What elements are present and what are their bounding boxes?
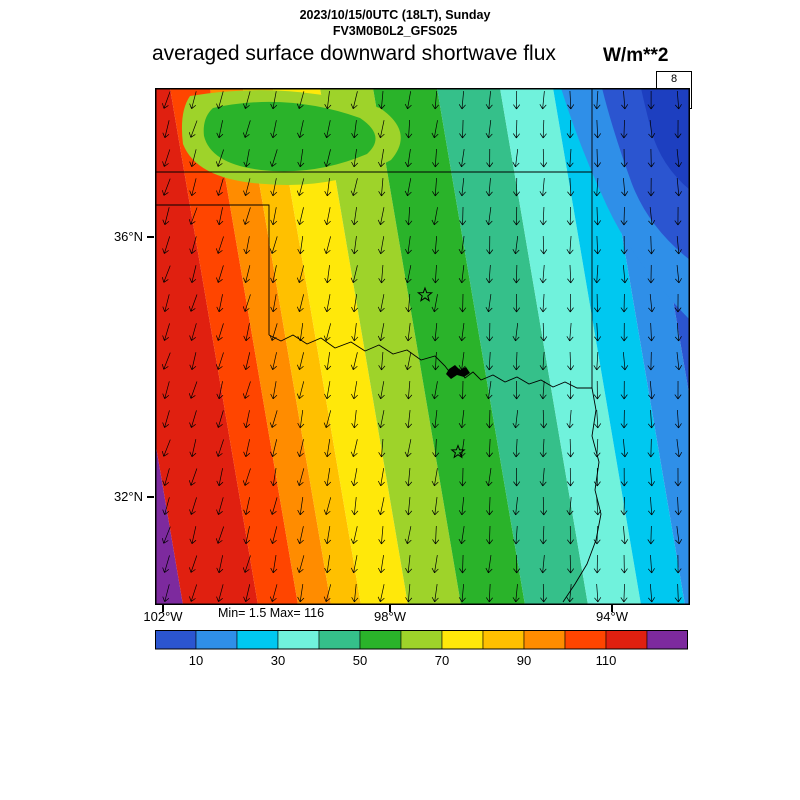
star-marker — [450, 444, 466, 459]
colorbar-tick-label: 50 — [352, 653, 368, 668]
colorbar-tick-label: 110 — [595, 653, 617, 668]
wind-arrows — [161, 90, 683, 603]
star-marker — [416, 286, 434, 302]
lake-shape — [446, 365, 470, 379]
lon-axis-label: 102°W — [143, 609, 183, 624]
lat-tick-mark — [147, 496, 154, 498]
colorbar-tick-label: 70 — [434, 653, 450, 668]
lon-tick-mark — [611, 605, 613, 612]
min-max-stats: Min= 1.5 Max= 116 — [218, 606, 325, 620]
reference-vector-value: 8 — [670, 73, 678, 85]
lon-tick-mark — [162, 605, 164, 612]
state-borders — [155, 88, 602, 603]
colorbar — [155, 630, 688, 650]
lat-tick-mark — [147, 236, 154, 238]
units-label: W/m**2 — [603, 45, 669, 66]
lon-tick-mark — [389, 605, 391, 612]
flux-fill-bands — [155, 88, 690, 605]
plot-title: averaged surface downward shortwave flux — [152, 42, 556, 65]
colorbar-tick-label: 90 — [516, 653, 532, 668]
datetime-line: 2023/10/15/0UTC (18LT), Sunday — [299, 8, 491, 22]
lat-axis-label: 36°N — [113, 229, 143, 244]
lon-axis-label: 94°W — [596, 609, 628, 624]
model-line: FV3M0B0L2_GFS025 — [332, 24, 458, 38]
lat-axis-label: 32°N — [113, 489, 143, 504]
colorbar-tick-label: 30 — [270, 653, 286, 668]
flux-map — [155, 88, 690, 605]
colorbar-tick-label: 10 — [188, 653, 204, 668]
colorbar-labels: 10 30 50 70 90 110 — [155, 653, 688, 669]
lon-axis-label: 98°W — [374, 609, 406, 624]
plot-frame — [155, 88, 690, 605]
